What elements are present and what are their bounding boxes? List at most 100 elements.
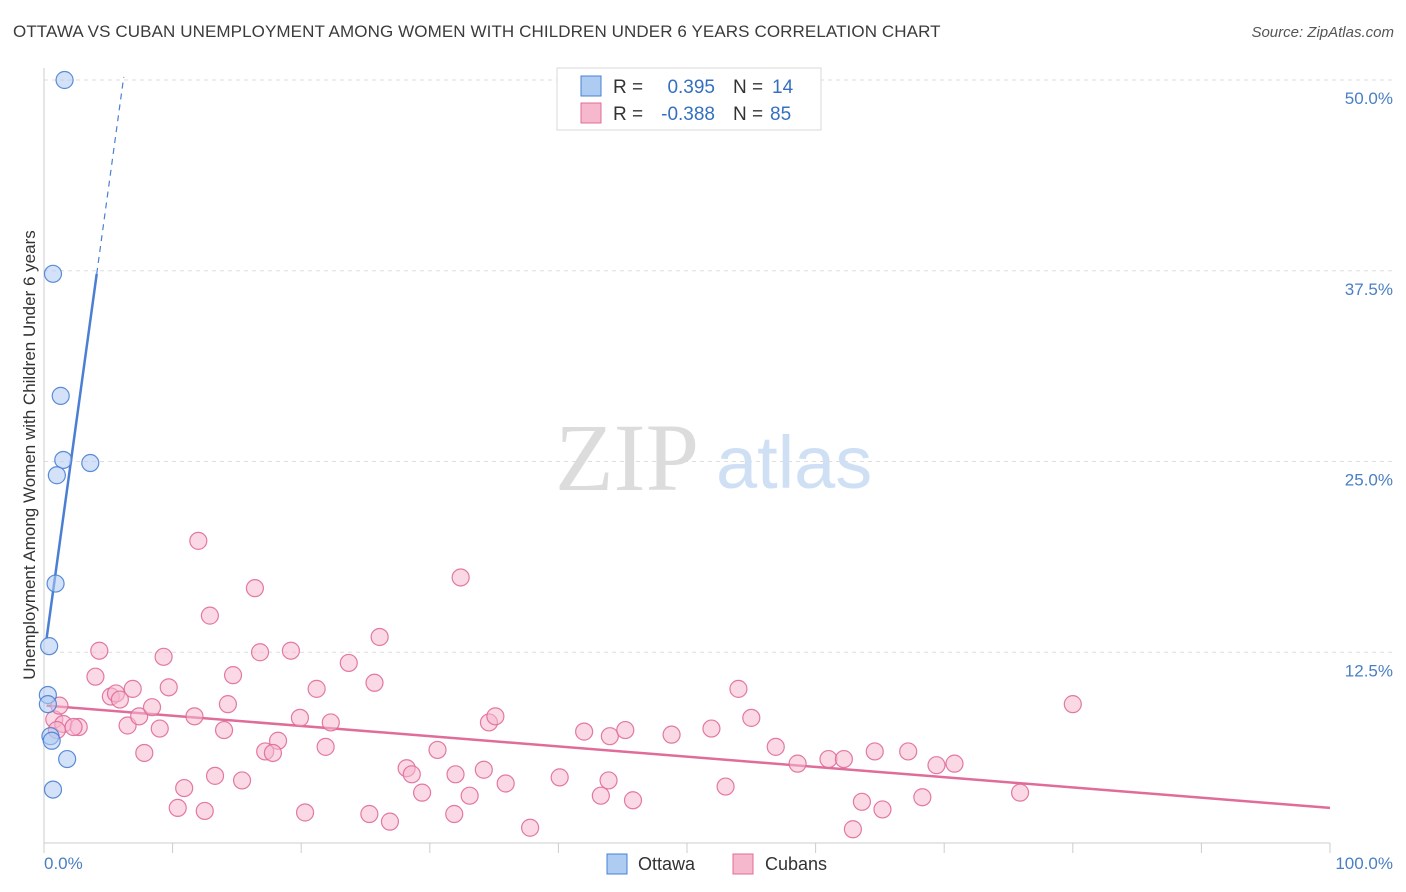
point-cubans-73 <box>834 749 853 769</box>
point-cubans-26 <box>214 720 234 740</box>
y-axis-label: Unemployment Among Women with Children U… <box>20 230 39 679</box>
point-cubans-75 <box>852 792 871 811</box>
point-cubans-52 <box>460 786 479 805</box>
x-tick-labels: 0.0% 100.0% <box>44 854 1393 873</box>
point-cubans-67 <box>716 777 735 796</box>
point-cubans-76 <box>865 742 884 761</box>
stats-legend: R = 0.395 N = 14 R = -0.388 N = 85 <box>556 67 822 131</box>
point-cubans-84 <box>263 743 283 763</box>
point-cubans-6 <box>86 667 105 686</box>
grid-lines <box>44 79 1393 653</box>
point-cubans-40 <box>339 653 358 673</box>
watermark: ZIP atlas <box>555 404 872 511</box>
legend-r-value-ottawa: 0.395 <box>667 77 715 98</box>
point-cubans-60 <box>591 786 610 805</box>
point-cubans-74 <box>843 820 862 839</box>
point-ottawa-6 <box>46 574 65 593</box>
point-cubans-46 <box>402 765 421 784</box>
point-cubans-20 <box>175 778 194 798</box>
legend-swatch-cubans <box>580 102 602 124</box>
point-cubans-15 <box>142 698 162 717</box>
y-tick-labels: 12.5% 25.0% 37.5% 50.0% <box>1345 89 1393 680</box>
y-tick-label-2: 37.5% <box>1345 280 1393 299</box>
point-cubans-66 <box>702 719 721 738</box>
point-ottawa-7 <box>40 637 59 656</box>
y-tick-label-1: 25.0% <box>1345 471 1393 490</box>
point-cubans-29 <box>232 771 252 790</box>
series-legend: Ottawa Cubans <box>606 853 827 875</box>
point-cubans-78 <box>899 742 918 761</box>
point-cubans-58 <box>550 768 569 787</box>
point-cubans-38 <box>316 737 335 756</box>
point-cubans-56 <box>496 774 515 793</box>
point-cubans-30 <box>245 579 265 598</box>
point-ottawa-13 <box>43 780 63 799</box>
point-cubans-14 <box>135 743 154 763</box>
legend-n-value-cubans: 85 <box>770 104 791 125</box>
point-cubans-47 <box>412 783 432 802</box>
bottom-legend-swatch-ottawa <box>606 853 628 875</box>
x-tick-label-0: 0.0% <box>44 854 83 873</box>
point-cubans-83 <box>1063 695 1082 714</box>
point-cubans-42 <box>365 673 384 692</box>
point-cubans-24 <box>200 606 219 625</box>
point-cubans-82 <box>1010 783 1030 802</box>
point-cubans-64 <box>623 791 643 810</box>
source-label: Source: ZipAtlas.com <box>1251 24 1394 41</box>
point-cubans-16 <box>150 719 169 738</box>
legend-r-label-ottawa: R = <box>613 77 643 98</box>
point-cubans-19 <box>168 798 187 818</box>
point-cubans-5 <box>64 717 83 737</box>
point-cubans-28 <box>223 666 243 685</box>
point-cubans-50 <box>446 765 465 784</box>
point-cubans-13 <box>130 707 149 726</box>
point-cubans-37 <box>307 679 326 698</box>
point-cubans-62 <box>600 727 619 746</box>
point-cubans-41 <box>360 804 379 824</box>
bottom-legend-swatch-cubans <box>732 853 754 875</box>
point-cubans-57 <box>521 818 540 837</box>
point-cubans-48 <box>428 740 447 760</box>
point-cubans-71 <box>788 754 807 773</box>
bottom-legend-label-ottawa: Ottawa <box>638 854 696 874</box>
point-cubans-79 <box>913 788 932 807</box>
point-ottawa-4 <box>81 453 100 473</box>
point-cubans-80 <box>927 756 946 775</box>
trend-line-ottawa-extension <box>96 76 125 274</box>
legend-r-value-cubans: -0.388 <box>661 104 715 125</box>
point-cubans-21 <box>185 707 204 726</box>
point-cubans-68 <box>729 679 748 698</box>
point-cubans-10 <box>110 690 129 709</box>
point-ottawa-3 <box>54 450 73 470</box>
point-cubans-61 <box>599 771 618 790</box>
axes <box>43 68 1331 853</box>
point-cubans-49 <box>445 804 464 824</box>
point-cubans-59 <box>575 722 594 741</box>
point-ottawa-5 <box>47 466 66 485</box>
chart-title: OTTAWA VS CUBAN UNEMPLOYMENT AMONG WOMEN… <box>13 22 941 41</box>
point-cubans-12 <box>123 679 142 698</box>
point-cubans-43 <box>370 627 389 647</box>
point-cubans-53 <box>474 760 493 779</box>
point-cubans-31 <box>250 643 270 662</box>
point-cubans-65 <box>662 725 681 744</box>
point-cubans-25 <box>205 766 225 785</box>
point-cubans-22 <box>189 531 208 550</box>
y-tick-label-3: 50.0% <box>1345 89 1393 108</box>
point-cubans-69 <box>742 708 761 727</box>
legend-n-value-ottawa: 14 <box>772 77 794 98</box>
point-cubans-55 <box>486 707 505 726</box>
point-cubans-63 <box>616 720 635 740</box>
point-cubans-39 <box>321 713 340 732</box>
point-cubans-51 <box>451 568 470 587</box>
point-ottawa-2 <box>51 386 70 405</box>
point-cubans-7 <box>90 641 109 660</box>
point-cubans-27 <box>218 695 237 714</box>
point-cubans-35 <box>290 708 310 727</box>
point-ottawa-12 <box>58 749 77 769</box>
point-cubans-72 <box>819 749 838 769</box>
legend-n-label-ottawa: N = <box>733 77 763 98</box>
data-points <box>38 70 1082 839</box>
y-tick-label-0: 12.5% <box>1345 661 1393 680</box>
point-cubans-23 <box>195 801 214 821</box>
